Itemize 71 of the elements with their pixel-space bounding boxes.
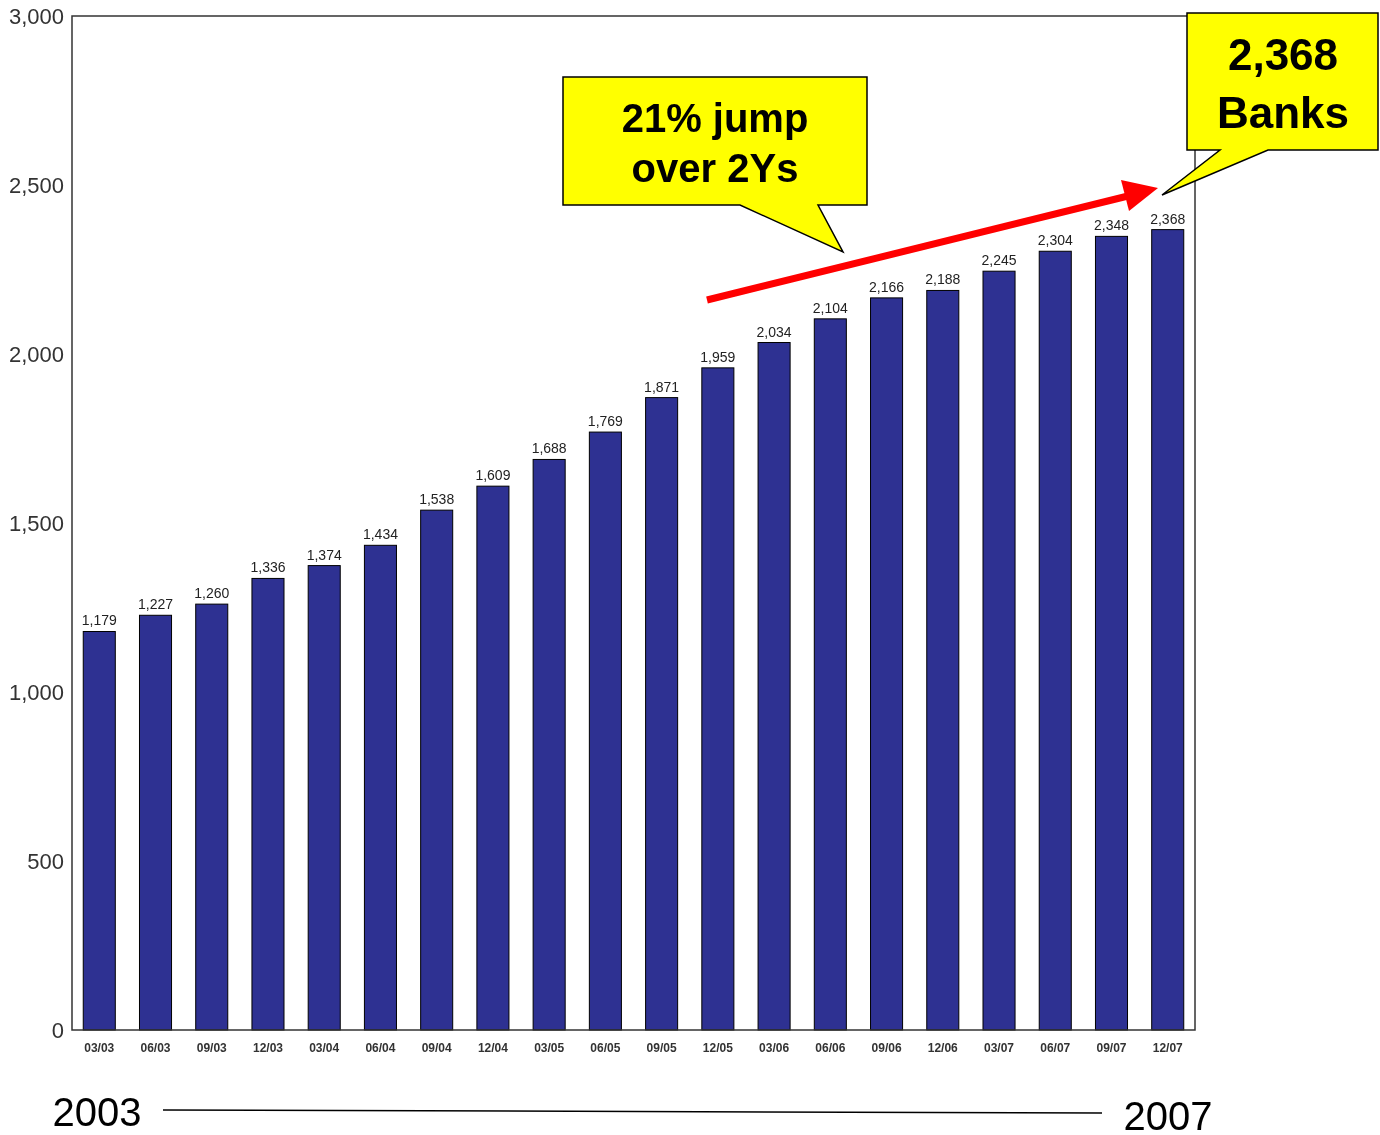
data-label: 1,959 [700, 348, 736, 365]
text: 2007 [1123, 1094, 1213, 1135]
data-label: 1,688 [531, 440, 567, 457]
data-label: 1,227 [137, 596, 174, 613]
bar [813, 318, 847, 1031]
data-label: 2,034 [756, 323, 792, 340]
x-tick-label: 03/04 [309, 1041, 340, 1055]
y-tick-label: 2,000 [8, 341, 64, 367]
bar [1038, 250, 1072, 1031]
bar [870, 297, 904, 1031]
bar [476, 485, 510, 1031]
data-label: 2,304 [1037, 232, 1073, 249]
data-label: 1,179 [81, 612, 117, 629]
bar [926, 289, 960, 1031]
x-tick-label: 06/05 [590, 1041, 621, 1055]
bar [195, 603, 229, 1031]
y-tick-label: 0 [51, 1017, 64, 1043]
x-tick-label: 06/07 [1040, 1041, 1071, 1055]
data-label: 1,434 [362, 526, 399, 543]
x-tick-label: 06/04 [365, 1041, 396, 1055]
x-tick-label: 09/07 [1096, 1041, 1127, 1055]
bar [138, 614, 173, 1031]
data-label: 2,348 [1093, 217, 1130, 234]
x-tick-label: 03/07 [984, 1041, 1015, 1055]
bar [701, 367, 735, 1031]
x-tick-label: 03/03 [84, 1041, 115, 1055]
data-label: 1,609 [475, 467, 511, 484]
bar [757, 342, 791, 1031]
y-tick-label: 1,000 [8, 679, 64, 705]
bar [420, 509, 454, 1031]
y-tick-label: 2,500 [8, 172, 64, 198]
bar [982, 270, 1016, 1031]
bar [307, 565, 341, 1031]
y-tick-label: 3,000 [8, 3, 64, 29]
x-tick-label: 12/05 [702, 1041, 734, 1055]
bar [1094, 235, 1129, 1031]
data-label: 1,374 [306, 546, 342, 563]
bar [532, 458, 566, 1031]
x-tick-label: 12/07 [1152, 1041, 1184, 1055]
x-tick-label: 12/03 [252, 1041, 284, 1055]
data-label: 2,166 [869, 278, 905, 295]
data-label: 1,336 [250, 559, 286, 576]
data-label: 2,245 [981, 252, 1017, 269]
annotation: 21% jump over 2Ys [621, 96, 809, 190]
x-tick-label: 03/05 [534, 1041, 565, 1055]
data-label: 1,769 [587, 413, 624, 430]
x-tick-label: 06/06 [815, 1041, 846, 1055]
text: 2003 [52, 1090, 142, 1134]
data-label: 1,538 [419, 491, 455, 508]
data-label: 2,188 [925, 271, 961, 288]
x-tick-label: 09/04 [421, 1041, 453, 1055]
x-tick-label: 12/06 [927, 1041, 959, 1055]
x-tick-label: 09/03 [196, 1041, 228, 1055]
data-label: 2,104 [812, 299, 849, 316]
text: 2,368 Banks [1216, 30, 1350, 137]
x-tick-label: 09/05 [646, 1041, 677, 1055]
bar [363, 544, 397, 1031]
y-tick-label: 1,500 [8, 510, 64, 536]
data-label: 1,260 [194, 585, 230, 602]
x-tick-label: 12/04 [477, 1041, 509, 1055]
bar [645, 397, 679, 1031]
bar [251, 577, 285, 1031]
data-label: 2,368 [1150, 210, 1186, 227]
x-tick-label: 03/06 [759, 1041, 790, 1055]
bar [1151, 229, 1185, 1031]
x-tick-label: 06/03 [140, 1041, 171, 1055]
bar [82, 631, 116, 1031]
bar [588, 431, 622, 1031]
y-tick-label: 500 [27, 848, 64, 874]
x-tick-label: 09/06 [871, 1041, 902, 1055]
data-label: 1,871 [644, 378, 680, 395]
